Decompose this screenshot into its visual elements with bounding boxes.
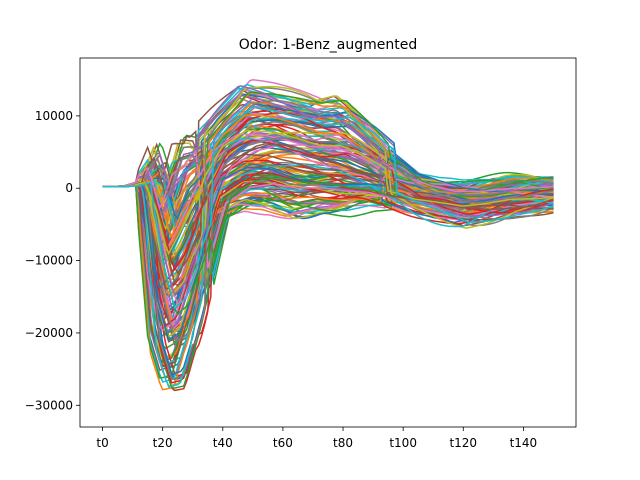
series-layer xyxy=(102,79,554,392)
chart-title: Odor: 1-Benz_augmented xyxy=(239,37,418,53)
series-line xyxy=(102,127,554,389)
x-tick-label: t60 xyxy=(273,436,293,450)
series-line xyxy=(102,137,554,204)
series-line xyxy=(102,139,554,271)
series-line xyxy=(102,182,554,391)
x-tick-label: t80 xyxy=(333,436,353,450)
series-line xyxy=(102,139,554,275)
y-tick-label: −20000 xyxy=(25,326,73,340)
series-line xyxy=(102,91,554,266)
x-tick-label: t20 xyxy=(153,436,173,450)
series-line xyxy=(102,143,554,210)
series-line xyxy=(102,164,554,383)
x-tick-label: t140 xyxy=(510,436,538,450)
series-line xyxy=(102,135,554,202)
x-axis: t0 t20 t40 t60 t80 t100 t120 t140 xyxy=(96,427,537,450)
x-tick-label: t120 xyxy=(449,436,477,450)
series-line xyxy=(102,129,554,256)
series-line xyxy=(102,138,554,256)
y-tick-label: 10000 xyxy=(35,109,73,123)
series-line xyxy=(102,105,554,310)
y-tick-label: 0 xyxy=(65,181,73,195)
plot-area-frame xyxy=(79,57,577,428)
series-line xyxy=(102,138,554,376)
series-line xyxy=(102,114,554,250)
series-line xyxy=(102,112,554,384)
x-tick-label: t40 xyxy=(213,436,233,450)
series-line xyxy=(102,121,554,381)
x-tick-label: t100 xyxy=(389,436,417,450)
series-line xyxy=(102,153,554,290)
y-axis: 10000 0 −10000 −20000 −30000 xyxy=(25,109,80,412)
y-tick-label: −10000 xyxy=(25,254,73,268)
series-line xyxy=(102,92,554,239)
series-line xyxy=(102,85,554,217)
y-tick-label: −30000 xyxy=(25,398,73,412)
x-tick-label: t0 xyxy=(96,436,108,450)
